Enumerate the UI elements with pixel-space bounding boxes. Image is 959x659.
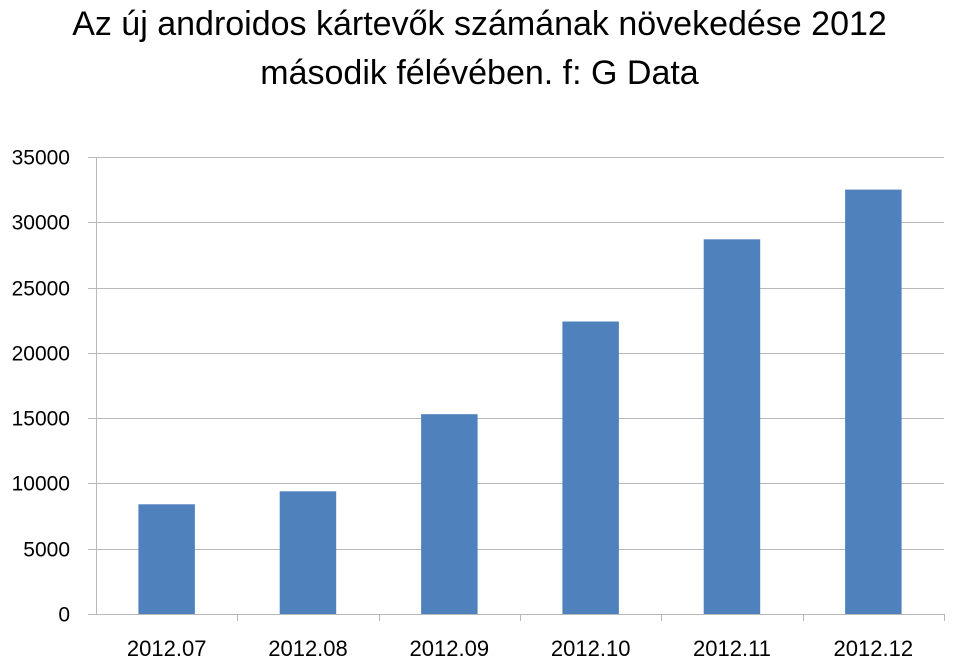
bar-2012.07 [138,504,195,614]
chart-title-line-2: második félévében. f: G Data [260,54,699,92]
x-category-labels: 2012.07 2012.08 2012.09 2012.10 2012.11 2012.… [127,636,913,659]
x-category-label-2012.10: 2012.10 [551,636,631,659]
x-category-label-2012.12: 2012.12 [834,636,914,659]
y-tick-label-15000: 15000 [12,408,70,431]
bar-2012.11 [703,239,761,615]
y-tick-label-0: 0 [58,604,70,627]
gridlines [88,157,944,550]
y-tick-label-20000: 20000 [12,343,70,366]
bar-2012.10 [562,321,619,614]
y-tick-label-30000: 30000 [12,212,70,235]
y-tick-labels: 0 5000 10000 15000 20000 25000 30000 35000 [12,147,70,627]
y-tick-label-25000: 25000 [12,278,70,301]
bar-2012.09 [421,414,478,614]
bars [138,189,902,615]
chart-title-line-1: Az új androidos kártevők számának növeke… [72,5,887,43]
bar-2012.08 [279,491,337,614]
y-tick-label-5000: 5000 [23,539,70,562]
x-category-label-2012.09: 2012.09 [410,636,490,659]
bar-2012.12 [845,189,902,614]
y-tick-label-10000: 10000 [12,473,70,496]
axes [88,157,945,621]
x-category-label-2012.08: 2012.08 [268,636,348,659]
x-category-label-2012.11: 2012.11 [693,636,771,659]
x-category-label-2012.07: 2012.07 [127,636,207,659]
chart-title: Az új androidos kártevők számának növeke… [0,0,959,98]
y-tick-label-35000: 35000 [12,147,70,170]
